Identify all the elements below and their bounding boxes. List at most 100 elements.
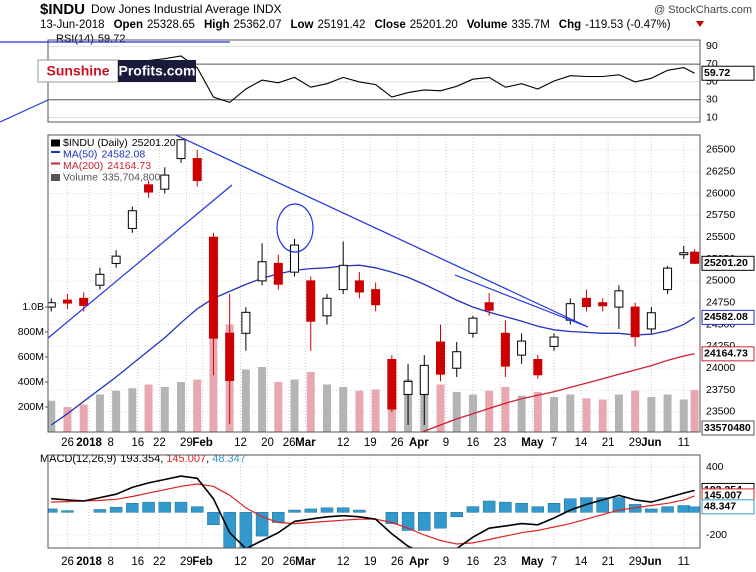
x-tick-label: 14 [575,437,588,449]
x-tick-label: 12 [337,437,350,449]
histogram-bar [515,503,528,513]
x-tick-label: 20 [261,556,274,568]
y-tick-label: 25000 [706,275,735,287]
separator: , [160,453,166,465]
quote-date: 13-Jun-2018 [40,19,105,31]
symbol: $INDU [40,1,85,18]
volume-bar [193,379,202,432]
x-tick-label: 9 [443,556,449,568]
histogram-bar [109,506,123,513]
candle-body [338,264,348,291]
quote-label: High [204,19,230,31]
value-box [701,65,755,81]
x-tick-label: 21 [602,556,615,568]
volume-tick-label: 200M [18,401,44,413]
volume-bar [95,394,104,432]
candle-body [95,273,105,286]
y-tick-label: 30 [706,93,718,105]
histogram-bar [255,512,269,537]
volume-bar [160,387,169,432]
legend-entry: MA(50) 24582.08 [63,148,145,160]
macd-value: 48.347 [212,453,246,465]
x-tick-label: Jun [641,437,661,449]
histogram-bar [434,512,447,529]
y-tick-label: 26250 [706,165,735,177]
x-tick-label: 8 [108,556,114,568]
histogram-bar [482,500,496,513]
rsi-panel: 10 30 50 70 90 RSI(14) 59.72 59.72 [48,33,755,123]
candle-body [79,297,89,306]
volume-bar [63,407,72,432]
histogram-bar [174,501,188,513]
legend-value: 24164.73 [107,160,151,172]
volume-bar [550,397,559,432]
value-label: 25201.20 [704,257,748,269]
title: $INDU Dow Jones Industrial Average INDX [40,1,282,18]
candle-body [354,280,364,293]
x-tick-label: 9 [443,437,449,449]
volume-tick-label: 400M [18,376,44,388]
candle-body [208,236,218,339]
x-tick-label: 16 [467,437,480,449]
histogram-bar [320,507,334,513]
legend-name: MA(200) [63,160,103,172]
x-tick-label: 12 [234,556,247,568]
volume-bar [533,392,542,432]
volume-bar [647,397,656,432]
histogram-bar [142,501,155,513]
candle-body [598,302,608,307]
index-name: Dow Jones Industrial Average INDX [91,2,282,16]
value-label: 33570480 [704,422,751,434]
candle-body [435,341,445,375]
histogram-bar [304,508,317,513]
x-tick-label: Mar [295,556,316,568]
trend-line [48,184,233,339]
logo-box [118,60,196,82]
x-tick-label: 2018 [76,556,102,568]
value-label: 59.72 [704,67,730,79]
macd-frame [47,454,701,549]
separator: , [206,453,212,465]
histogram-bar [418,512,431,531]
candle-body [500,332,510,367]
volume-bar [371,389,380,432]
rsi-legend: RSI(14) 59.72 [56,33,125,45]
candle-body [290,244,300,273]
histogram-bar [93,509,107,513]
histogram-bar [645,508,658,513]
histogram-bar [385,512,399,524]
candle-body [322,297,332,317]
annotations [48,135,589,339]
volume-bar [566,394,575,432]
legend-value: 25201.20 [132,137,176,149]
histogram-bar [677,505,691,513]
x-tick-label: Feb [192,437,212,449]
value-box [701,309,755,325]
x-tick-label: 26 [61,437,74,449]
x-tick-label: 7 [551,437,557,449]
volume-bar [306,372,315,432]
y-tick-label: 70 [706,58,718,70]
volume-tick-label: 1.0B [22,301,44,313]
volume-bar [598,399,607,432]
rsi-line [51,55,695,104]
x-tick-label: 12 [337,556,350,568]
legend-value: 335,704,800 [102,171,161,183]
legend-entry: Volume 335,704,800 [63,171,161,183]
candle-body [225,332,235,381]
x-tick-label: 16 [467,556,480,568]
volume-bar [176,382,185,432]
candle-body [484,302,494,311]
legend-name: Volume [63,171,98,183]
trend-line [454,274,589,328]
x-tick-label: 26 [391,437,404,449]
volume-bar [436,384,445,432]
x-tick-label: 23 [494,556,507,568]
candle-body [663,267,673,291]
down-arrow [696,21,704,27]
candle-body [679,252,689,256]
quote-value: -119.53 (-0.47%) [585,19,671,31]
moving-average [420,353,695,432]
